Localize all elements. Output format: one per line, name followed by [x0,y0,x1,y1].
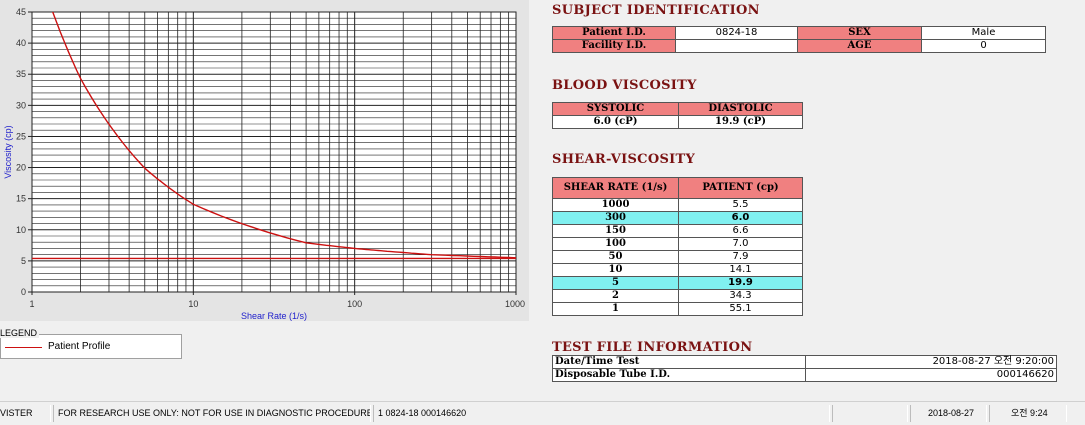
shear-rate-cell: 150 [552,224,679,238]
status-app-name: VISTER [0,405,51,422]
status-date: 2018-08-27 [910,405,987,422]
sex-value: Male [921,26,1046,40]
legend-label: Patient Profile [48,341,111,352]
tube-id-label: Disposable Tube I.D. [552,368,806,382]
patient-viscosity-cell: 6.6 [678,224,803,238]
patient-viscosity-cell: 14.1 [678,263,803,277]
age-value: 0 [921,39,1046,53]
x-axis-label: Shear Rate (1/s) [241,311,307,321]
viscosity-chart: 0 5 10 15 20 25 30 35 40 45 1 10 100 1000 Shear Rate (… [3,7,525,321]
test-file-information-title: TEST FILE INFORMATION [552,340,753,355]
subject-identification-title: SUBJECT IDENTIFICATION [552,3,760,18]
y-tick-label: 0 [21,287,26,297]
patient-viscosity-cell: 7.0 [678,237,803,251]
y-tick-label: 20 [16,163,26,173]
shear-row: 2 34.3 [552,289,803,303]
diastolic-label: DIASTOLIC [678,102,803,116]
y-tick-label: 25 [16,131,26,141]
shear-viscosity-title: SHEAR-VISCOSITY [552,152,696,167]
test-file-table: Date/Time Test 2018-08-27 오전 9:20:00 Dis… [552,355,1057,382]
shear-rate-cell: 1 [552,302,679,316]
patient-id-label: Patient I.D. [552,26,676,40]
y-tick-label: 45 [16,7,26,17]
datetime-value: 2018-08-27 오전 9:20:00 [805,355,1057,369]
legend-line-swatch [5,347,42,348]
plot-area [31,11,517,293]
shear-row: 10 14.1 [552,263,803,277]
shear-rate-cell: 100 [552,237,679,251]
shear-rate-cell: 1000 [552,198,679,212]
vertical-scrollbar[interactable] [1073,0,1085,400]
patient-cp-header: PATIENT (cp) [678,177,803,199]
patient-viscosity-cell: 5.5 [678,198,803,212]
datetime-label: Date/Time Test [552,355,806,369]
patient-viscosity-cell: 19.9 [678,276,803,290]
y-axis-label: Viscosity (cp) [3,125,13,178]
shear-row: 50 7.9 [552,250,803,264]
systolic-label: SYSTOLIC [552,102,679,116]
patient-viscosity-cell: 34.3 [678,289,803,303]
patient-viscosity-cell: 6.0 [678,211,803,225]
status-time: 오전 9:24 [989,405,1067,422]
x-tick-label: 10 [188,299,198,309]
shear-row: 1000 5.5 [552,198,803,212]
x-tick-label: 1000 [505,299,525,309]
viscosity-chart-panel: 0 5 10 15 20 25 30 35 40 45 1 10 100 1000 Shear Rate (… [0,0,529,321]
shear-rate-cell: 10 [552,263,679,277]
legend-title: LEGEND [0,328,40,338]
patient-viscosity-cell: 7.9 [678,250,803,264]
facility-id-label: Facility I.D. [552,39,676,53]
shear-rate-cell: 50 [552,250,679,264]
legend-box [0,334,182,359]
subject-table: Patient I.D. 0824-18 SEX Male Facility I… [552,26,1046,53]
shear-rate-cell: 2 [552,289,679,303]
shear-viscosity-table: SHEAR RATE (1/s) PATIENT (cp) 1000 5.5 300… [552,177,803,316]
facility-id-value [675,39,798,53]
tube-id-value: 000146620 [805,368,1057,382]
age-label: AGE [797,39,922,53]
status-research-notice: FOR RESEARCH USE ONLY: NOT FOR USE IN DI… [53,405,371,422]
y-tick-label: 35 [16,69,26,79]
blood-viscosity-title: BLOOD VISCOSITY [552,78,697,93]
shear-rate-cell: 300 [552,211,679,225]
y-tick-label: 15 [16,194,26,204]
y-tick-label: 30 [16,100,26,110]
status-file-info: 1 0824-18 000146620 [373,405,830,422]
series-line-1 [51,12,516,259]
y-tick-label: 10 [16,225,26,235]
y-tick-label: 5 [21,256,26,266]
x-tick-label: 100 [347,299,362,309]
shear-row: 100 7.0 [552,237,803,251]
shear-row: 1 55.1 [552,302,803,316]
status-bar: VISTER FOR RESEARCH USE ONLY: NOT FOR US… [0,401,1085,425]
shear-rate-header: SHEAR RATE (1/s) [552,177,679,199]
status-blank-panel [832,405,908,422]
systolic-value: 6.0 (cP) [552,115,679,129]
shear-row: 300 6.0 [552,211,803,225]
patient-viscosity-cell: 55.1 [678,302,803,316]
shear-rate-cell: 5 [552,276,679,290]
shear-row: 150 6.6 [552,224,803,238]
y-tick-label: 40 [16,38,26,48]
patient-id-value: 0824-18 [675,26,798,40]
diastolic-value: 19.9 (cP) [678,115,803,129]
sex-label: SEX [797,26,922,40]
x-tick-label: 1 [29,299,34,309]
shear-row: 5 19.9 [552,276,803,290]
blood-viscosity-table: SYSTOLIC DIASTOLIC 6.0 (cP) 19.9 (cP) [552,102,803,129]
